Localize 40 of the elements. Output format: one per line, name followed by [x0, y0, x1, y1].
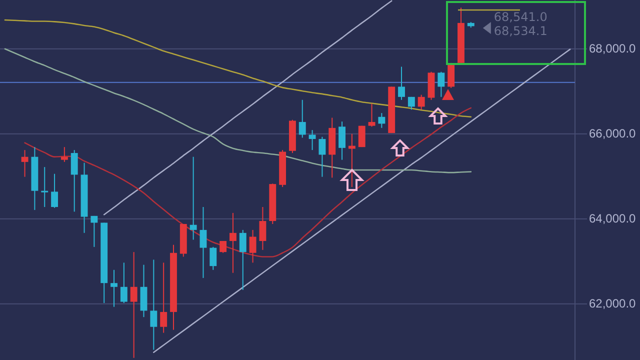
candlestick	[249, 229, 256, 264]
candlestick	[110, 269, 118, 308]
y-tick-label: 66,000.0	[589, 126, 636, 141]
candlestick	[230, 212, 236, 274]
candlestick	[21, 150, 28, 178]
candlestick	[160, 262, 168, 334]
candlestick	[308, 130, 316, 151]
candlestick	[51, 173, 58, 208]
candlestick	[368, 103, 376, 128]
candlestick	[438, 71, 445, 98]
candlestick	[298, 99, 306, 138]
candlestick	[90, 215, 98, 248]
candlestick	[190, 156, 197, 240]
annotation: 68,534.1	[494, 24, 548, 38]
candlestick	[41, 166, 48, 208]
line-series	[24, 107, 472, 258]
candlestick	[259, 206, 266, 250]
candlestick	[120, 262, 128, 304]
candlestick	[398, 66, 405, 100]
candlestick	[130, 252, 138, 358]
line-series	[4, 48, 472, 174]
candlestick	[150, 259, 158, 350]
candlestick	[239, 229, 246, 290]
y-tick-label: 68,000.0	[589, 42, 636, 56]
candlestick	[418, 94, 425, 110]
candlestick	[70, 150, 78, 212]
y-tick-label: 62,000.0	[589, 296, 636, 311]
candlestick	[200, 206, 207, 278]
candlestick	[338, 121, 346, 160]
candlestick	[60, 146, 68, 162]
candlestick	[378, 112, 386, 128]
candlestick	[348, 133, 356, 188]
y-tick-label: 64,000.0	[589, 212, 636, 226]
candlestick	[210, 246, 217, 270]
candlestick	[140, 264, 148, 318]
annotation: 68,541.0	[494, 10, 548, 24]
candlestick	[318, 136, 326, 178]
candlestick	[408, 96, 415, 110]
line-series	[103, 0, 392, 216]
line-series	[153, 48, 571, 353]
